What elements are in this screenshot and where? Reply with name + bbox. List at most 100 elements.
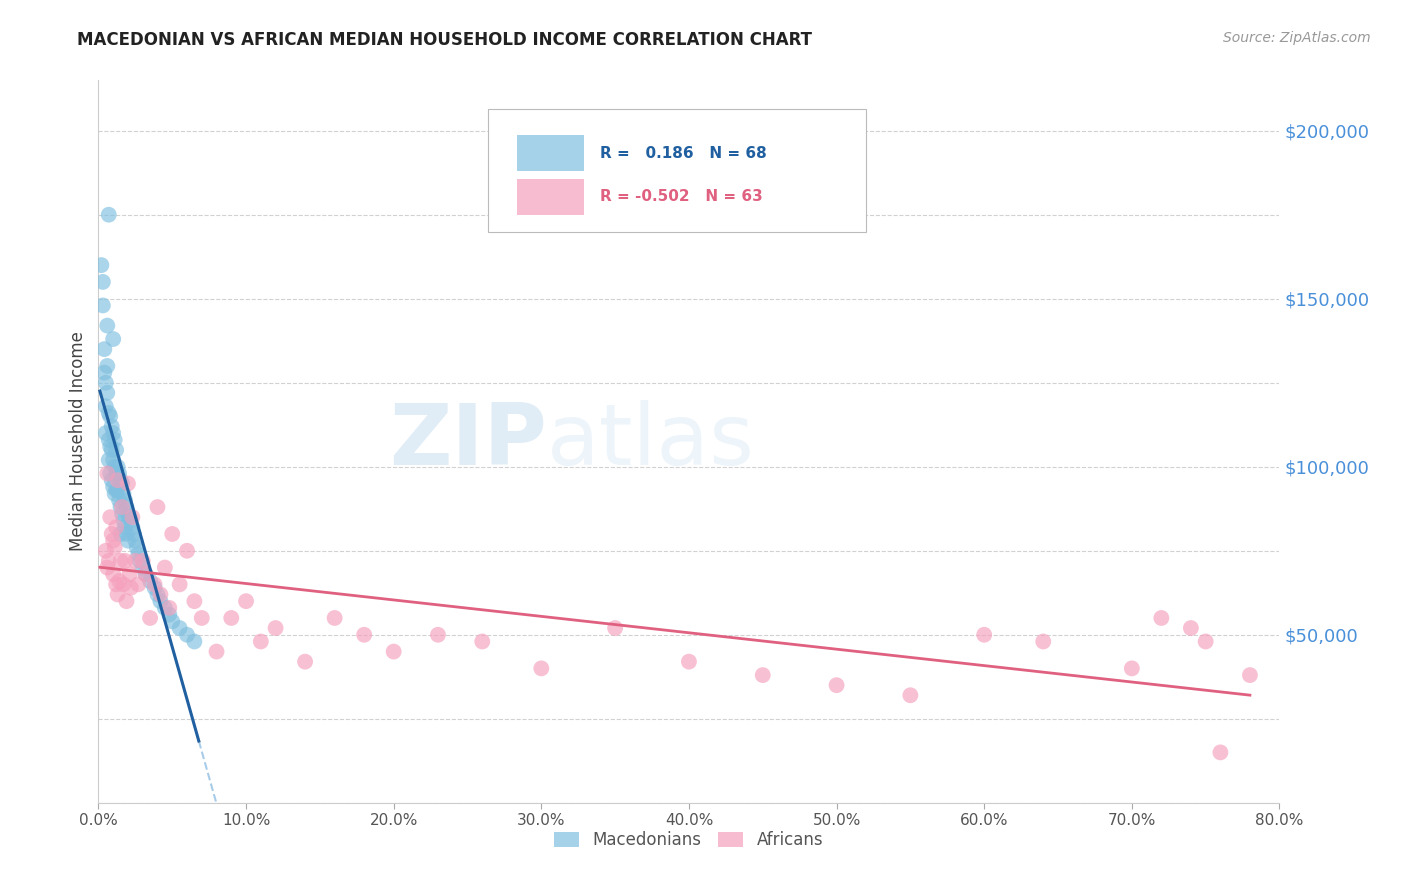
Point bbox=[128, 554, 150, 568]
Point bbox=[96, 385, 118, 400]
Point bbox=[108, 574, 131, 588]
Point bbox=[105, 442, 128, 457]
Point bbox=[110, 554, 132, 568]
Point bbox=[114, 520, 136, 534]
Point bbox=[111, 476, 134, 491]
Point bbox=[125, 541, 148, 555]
Point bbox=[118, 567, 141, 582]
Point bbox=[100, 442, 122, 457]
Point bbox=[94, 399, 117, 413]
Point bbox=[103, 567, 125, 582]
Text: atlas: atlas bbox=[547, 400, 755, 483]
Point bbox=[117, 507, 139, 521]
Text: Source: ZipAtlas.com: Source: ZipAtlas.com bbox=[1223, 31, 1371, 45]
Y-axis label: Median Household Income: Median Household Income bbox=[69, 332, 87, 551]
Point bbox=[1180, 621, 1202, 635]
Point bbox=[104, 541, 127, 555]
Point bbox=[105, 483, 128, 498]
Point bbox=[114, 554, 136, 568]
Point bbox=[93, 342, 115, 356]
Point bbox=[115, 527, 138, 541]
Point bbox=[100, 527, 122, 541]
Point bbox=[124, 554, 146, 568]
Point bbox=[678, 655, 700, 669]
Point bbox=[97, 554, 120, 568]
Point bbox=[98, 440, 121, 454]
Point bbox=[143, 577, 166, 591]
Point bbox=[1150, 611, 1173, 625]
Point bbox=[103, 533, 125, 548]
Point bbox=[121, 510, 143, 524]
Point bbox=[117, 476, 139, 491]
Point bbox=[94, 376, 117, 390]
Point bbox=[94, 543, 117, 558]
Point bbox=[108, 493, 131, 508]
Point bbox=[112, 514, 135, 528]
Point bbox=[139, 611, 162, 625]
Point bbox=[132, 560, 155, 574]
Point bbox=[115, 500, 138, 514]
Point bbox=[104, 459, 127, 474]
Point bbox=[143, 581, 166, 595]
Point bbox=[112, 486, 135, 500]
FancyBboxPatch shape bbox=[516, 136, 583, 171]
Point bbox=[235, 594, 257, 608]
Point bbox=[176, 543, 198, 558]
Point bbox=[183, 634, 205, 648]
Point bbox=[107, 587, 129, 601]
Point bbox=[107, 459, 129, 474]
Point bbox=[97, 433, 120, 447]
Point bbox=[110, 500, 132, 514]
Text: R =   0.186   N = 68: R = 0.186 N = 68 bbox=[600, 145, 768, 161]
Point bbox=[471, 634, 494, 648]
Point bbox=[127, 577, 149, 591]
Point bbox=[205, 644, 228, 658]
Point bbox=[135, 567, 157, 582]
Point bbox=[825, 678, 848, 692]
Point bbox=[135, 567, 157, 582]
Point bbox=[139, 574, 162, 588]
Point bbox=[110, 473, 132, 487]
Point bbox=[114, 493, 136, 508]
Point bbox=[97, 406, 120, 420]
Point bbox=[122, 527, 145, 541]
Point bbox=[98, 510, 121, 524]
Point bbox=[323, 611, 346, 625]
Point bbox=[115, 594, 138, 608]
Point bbox=[103, 426, 125, 441]
Point bbox=[105, 520, 128, 534]
Point bbox=[157, 607, 180, 622]
Point bbox=[91, 275, 114, 289]
Point bbox=[132, 554, 155, 568]
Point bbox=[127, 547, 149, 561]
Point bbox=[1209, 745, 1232, 759]
Point bbox=[146, 500, 169, 514]
Point bbox=[120, 581, 142, 595]
Point bbox=[183, 594, 205, 608]
Point bbox=[96, 318, 118, 333]
Point bbox=[169, 577, 191, 591]
Point bbox=[90, 258, 112, 272]
Legend: Macedonians, Africans: Macedonians, Africans bbox=[548, 824, 830, 856]
Point bbox=[91, 298, 114, 312]
Point bbox=[96, 359, 118, 373]
Point bbox=[176, 628, 198, 642]
Point bbox=[427, 628, 450, 642]
Point bbox=[107, 473, 129, 487]
Point bbox=[153, 560, 176, 574]
Point bbox=[124, 533, 146, 548]
Point bbox=[96, 467, 118, 481]
Point bbox=[120, 514, 142, 528]
Point bbox=[221, 611, 243, 625]
Point bbox=[153, 600, 176, 615]
Point bbox=[118, 510, 141, 524]
Point bbox=[1032, 634, 1054, 648]
Point bbox=[98, 409, 121, 424]
Point bbox=[117, 533, 139, 548]
Point bbox=[112, 577, 135, 591]
Point bbox=[108, 467, 131, 481]
Point bbox=[111, 507, 134, 521]
Point bbox=[105, 467, 128, 481]
Point bbox=[96, 560, 118, 574]
Point bbox=[353, 628, 375, 642]
